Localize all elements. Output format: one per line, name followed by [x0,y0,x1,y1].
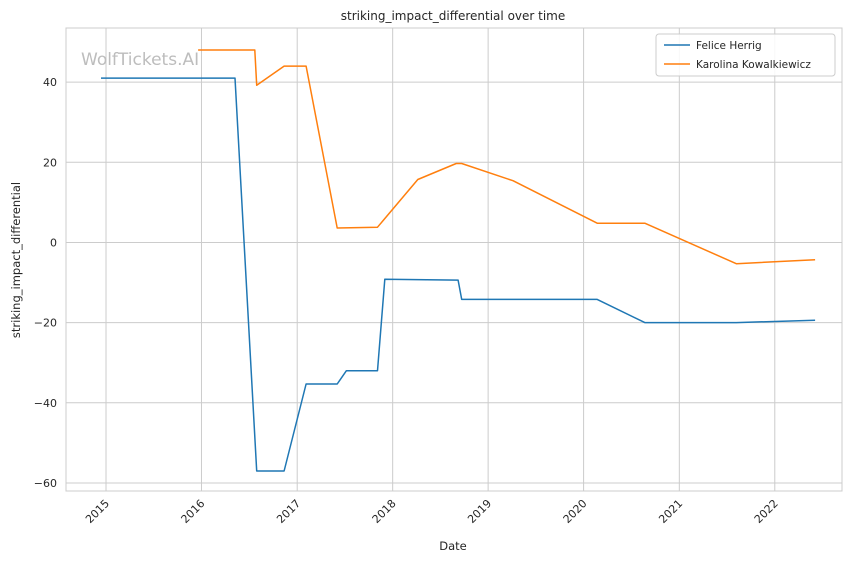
legend: Felice Herrig Karolina Kowalkiewicz [655,33,836,77]
legend-label-karolina-kowalkiewicz: Karolina Kowalkiewicz [696,59,811,71]
chart-title: striking_impact_differential over time [341,9,566,23]
series-line-felice-herrig [101,77,816,472]
watermark-text: WolfTickets.AI [81,50,199,70]
legend-label-felice-herrig: Felice Herrig [696,40,762,52]
grid [66,28,842,491]
y-tick-label: −60 [34,477,57,490]
y-tick-label: −40 [34,397,57,410]
y-tick-label: 20 [43,156,57,169]
y-tick-label: 0 [50,236,57,249]
y-tick-label: −20 [34,317,57,330]
plot-area-frame [65,27,843,492]
x-axis-label: Date [439,539,467,553]
y-tick-label: 40 [43,76,57,89]
series-line-karolina-kowalkiewicz [198,49,816,265]
legend-box [655,33,836,77]
y-axis-label: striking_impact_differential [9,182,23,338]
series-lines [101,49,816,472]
